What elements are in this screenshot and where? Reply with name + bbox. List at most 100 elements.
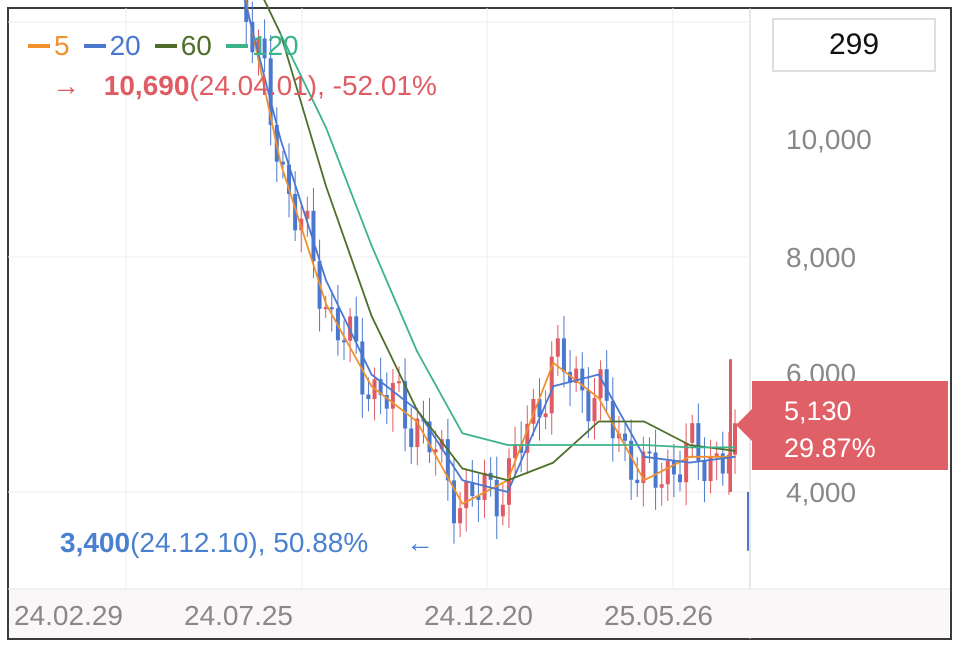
candle-body	[525, 423, 530, 453]
candle-body	[561, 338, 566, 372]
candle-body	[506, 458, 511, 505]
candle-body	[653, 452, 658, 488]
candle-body	[690, 423, 695, 443]
legend-label-ma20: 20	[109, 30, 141, 61]
candle-body	[451, 480, 456, 524]
series-point-ma5	[688, 455, 691, 458]
candle-body	[476, 496, 481, 500]
x-tick-label: 24.07.25	[184, 600, 293, 631]
period-low-value: 3,400	[60, 527, 131, 558]
y-tick-label: 4,000	[786, 477, 857, 508]
candle-body	[445, 439, 450, 481]
candle-body	[268, 58, 273, 125]
series-point-ma120	[416, 350, 418, 352]
candle-body	[494, 479, 499, 517]
period-low-label: 3,400(24.12.10), 50.88% ←	[60, 527, 434, 559]
series-point-ma60	[734, 450, 736, 452]
series-point-ma20	[552, 385, 555, 388]
candle-body	[256, 38, 261, 53]
candle-body	[384, 395, 389, 409]
candle-body	[647, 451, 652, 454]
series-point-ma60	[552, 461, 555, 464]
series-point-ma20	[370, 373, 373, 376]
candle-body	[574, 368, 579, 383]
candle-body	[568, 371, 573, 383]
candle-body	[470, 481, 475, 497]
series-point-ma120	[688, 446, 691, 449]
candle-body	[610, 400, 615, 439]
series-point-ma5	[279, 162, 282, 164]
series-point-ma120	[279, 32, 282, 35]
legend-label-ma120: 120	[251, 30, 299, 61]
series-point-ma60	[507, 479, 509, 482]
candle-body	[586, 390, 591, 422]
candle-body	[635, 479, 640, 484]
candle-body	[592, 398, 597, 422]
candle-body	[415, 418, 420, 448]
series-point-ma5	[597, 397, 600, 399]
latest-candle-body	[729, 359, 732, 492]
series-point-ma20	[279, 138, 282, 141]
candle-body	[714, 453, 719, 457]
candle-body	[378, 379, 383, 396]
candle-body	[543, 413, 548, 418]
series-point-ma60	[416, 408, 418, 411]
candle-body	[678, 474, 683, 483]
candle-count-box[interactable]: 299	[772, 18, 936, 72]
candle-body	[555, 338, 560, 357]
candle-body	[342, 340, 347, 343]
series-point-ma5	[416, 420, 418, 423]
candle-body	[629, 440, 634, 480]
latest-volume-bar	[747, 492, 749, 551]
series-point-ma120	[734, 446, 736, 449]
candle-body	[311, 210, 316, 262]
legend-swatch-ma5	[28, 44, 50, 48]
legend-item-ma120[interactable]: 120	[225, 30, 299, 62]
series-point-ma60	[370, 314, 373, 317]
series-point-ma120	[552, 444, 555, 446]
series-point-ma20	[643, 455, 645, 458]
series-point-ma20	[734, 455, 736, 458]
series-point-ma120	[597, 444, 600, 446]
candle-body	[726, 454, 731, 474]
candle-body	[366, 394, 371, 400]
candle-body	[531, 398, 536, 424]
y-tick-label: 10,000	[786, 124, 872, 155]
legend-item-ma60[interactable]: 60	[154, 30, 212, 62]
x-tick-label: 24.02.29	[14, 600, 123, 631]
x-tick-label: 24.12.20	[424, 600, 533, 631]
candle-body	[671, 461, 676, 475]
legend-item-ma20[interactable]: 20	[83, 30, 141, 62]
candle-body	[598, 369, 603, 399]
candle-body	[329, 307, 334, 310]
candle-body	[427, 421, 432, 453]
candle-body	[519, 445, 524, 453]
period-high-arrow-icon: →	[52, 70, 80, 101]
candle-body	[659, 484, 664, 488]
legend-item-ma5[interactable]: 5	[28, 30, 70, 62]
legend-swatch-ma120	[225, 44, 248, 48]
candle-body	[604, 369, 609, 401]
series-point-ma5	[325, 303, 327, 305]
chart-frame	[7, 7, 952, 640]
current-price-tag: 5,130 29.87%	[736, 381, 948, 470]
candle-body	[665, 461, 670, 485]
candle-body	[623, 433, 628, 441]
series-point-ma20	[325, 279, 327, 282]
candle-body	[403, 381, 408, 429]
candle-body	[409, 428, 414, 448]
candle-body	[390, 382, 395, 409]
series-point-ma60	[325, 185, 327, 188]
period-high-label: → 10,690(24.04.01), -52.01%	[52, 70, 437, 102]
series-point-ma5	[552, 361, 555, 364]
candle-body	[433, 449, 438, 453]
series-point-ma20	[461, 479, 464, 482]
candle-body	[702, 460, 707, 482]
legend: 5 20 60 120	[28, 30, 299, 62]
series-point-ma60	[597, 420, 600, 423]
price-tag-pointer	[736, 409, 752, 441]
legend-swatch-ma20	[83, 44, 106, 48]
time-axis-band	[9, 589, 949, 638]
